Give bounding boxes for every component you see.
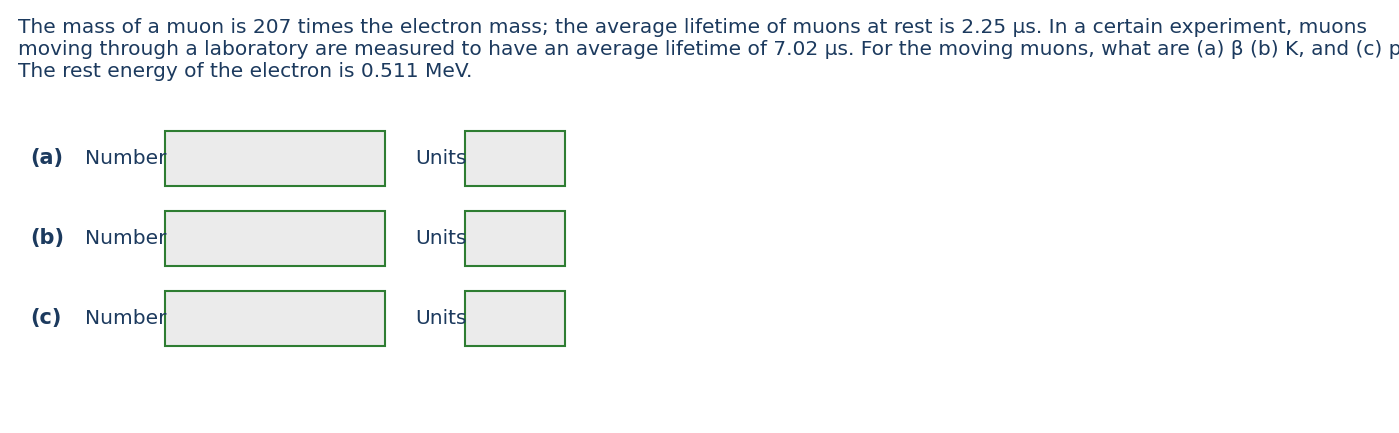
Text: Number: Number <box>85 308 166 327</box>
Text: Units: Units <box>416 149 466 168</box>
Text: (b): (b) <box>29 228 64 248</box>
Text: The mass of a muon is 207 times the electron mass; the average lifetime of muons: The mass of a muon is 207 times the elec… <box>18 18 1367 37</box>
FancyBboxPatch shape <box>464 210 565 265</box>
Text: The rest energy of the electron is 0.511 MeV.: The rest energy of the electron is 0.511… <box>18 62 473 81</box>
Text: Number: Number <box>85 149 166 168</box>
FancyBboxPatch shape <box>165 291 385 346</box>
FancyBboxPatch shape <box>165 210 385 265</box>
Text: Number: Number <box>85 229 166 248</box>
FancyBboxPatch shape <box>464 130 565 185</box>
Text: (c): (c) <box>29 308 62 328</box>
Text: Units: Units <box>416 308 466 327</box>
Text: Units: Units <box>416 229 466 248</box>
FancyBboxPatch shape <box>464 291 565 346</box>
FancyBboxPatch shape <box>165 130 385 185</box>
Text: moving through a laboratory are measured to have an average lifetime of 7.02 μs.: moving through a laboratory are measured… <box>18 40 1399 59</box>
Text: (a): (a) <box>29 148 63 168</box>
